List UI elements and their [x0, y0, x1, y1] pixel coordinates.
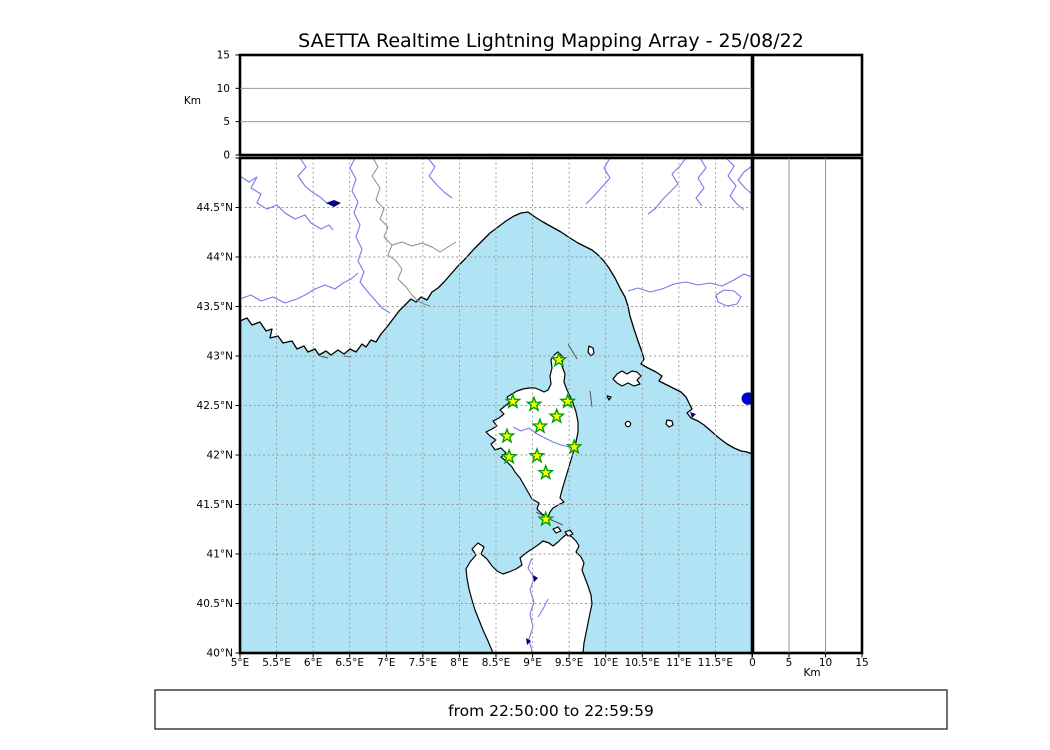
island-corsica [485, 351, 579, 518]
island-elba [612, 370, 642, 387]
altitude-tick-label: 10 [217, 83, 230, 95]
island-maddalena-2 [564, 529, 574, 537]
lake-sardinia-2 [526, 638, 531, 645]
station-marker [565, 438, 583, 455]
altitude-tick-label: 5 [223, 116, 230, 128]
altitude-panel-gridlines [788, 158, 826, 653]
lat-tick-label: 43°N [207, 351, 233, 363]
station-markers [498, 350, 583, 527]
river-corsica-golo [512, 426, 575, 449]
lon-tick-label: 5°E [231, 657, 250, 669]
lon-tick-label: 8°E [450, 657, 469, 669]
lat-tick-label: 42°N [207, 450, 233, 462]
lat-tick-label: 41.5°N [197, 499, 233, 511]
island-capraia [587, 345, 595, 357]
altitude-longitude-panel-frame [238, 53, 754, 157]
station-marker [525, 395, 543, 412]
station-marker [500, 447, 518, 465]
lon-tick-label: 11.5°E [698, 657, 733, 669]
country-border-spur [391, 241, 457, 253]
lat-tick-label: 42.5°N [197, 400, 233, 412]
altitude-tick-label: 15 [855, 657, 868, 669]
lon-tick-label: 11°E [666, 657, 691, 669]
station-marker [531, 417, 549, 434]
lat-tick-label: 40°N [207, 648, 233, 660]
station-marker [550, 350, 568, 368]
altitude-tick-label: 15 [217, 50, 230, 62]
altitude-tick-label: 5 [786, 657, 793, 669]
altitude-tick-label: 10 [819, 657, 832, 669]
lat-tick-label: 43.5°N [197, 301, 233, 313]
river-sardinia [527, 557, 535, 653]
lake-sardinia-1 [533, 575, 538, 582]
station-marker [537, 463, 555, 481]
island-giglio [665, 419, 674, 428]
lat-tick-label: 44°N [207, 252, 233, 264]
line-cap-corse [567, 343, 578, 360]
corner-panel [751, 53, 864, 157]
line-east-corsica [589, 390, 593, 408]
time-range-box: from 22:50:00 to 22:59:59 [154, 689, 948, 730]
altitude-tick-label: 0 [749, 657, 756, 669]
lon-tick-label: 10°E [593, 657, 618, 669]
island-maddalena-1 [552, 526, 562, 534]
lon-tick-label: 8.5°E [482, 657, 511, 669]
time-range-text: from 22:50:00 to 22:59:59 [448, 702, 654, 720]
km-axis-label-bottom: Km [803, 667, 820, 679]
line-bonifacio [535, 511, 564, 526]
map-axis: 5°E 5.5°E 6°E 6.5°E 7°E 7.5°E 8°E 8.5°E 9°E 9.5°E… [197, 157, 753, 669]
lake-dot [741, 392, 752, 405]
map-content [240, 158, 752, 653]
lat-tick-label: 41°N [207, 549, 233, 561]
station-marker [559, 392, 577, 409]
station-marker [537, 510, 555, 527]
altitude-panel-axis: 0 5 10 15 [749, 653, 869, 669]
altitude-latitude-panel: 0 5 10 15 Km [749, 156, 869, 679]
station-marker [528, 446, 546, 464]
lat-tick-label: 40.5°N [197, 598, 233, 610]
altitude-panel-axis: 0 5 10 15 [217, 50, 240, 162]
altitude-panel-gridlines [240, 87, 752, 123]
island-pianosa [606, 395, 612, 401]
lake-dot-layer [741, 392, 752, 405]
lon-tick-label: 10.5°E [625, 657, 660, 669]
lon-tick-label: 5.5°E [262, 657, 291, 669]
lon-tick-label: 6.5°E [335, 657, 364, 669]
station-marker [498, 427, 516, 444]
lon-tick-label: 9°E [523, 657, 542, 669]
lon-tick-label: 6°E [304, 657, 323, 669]
time-range-frame [154, 689, 948, 730]
station-marker [548, 407, 566, 424]
altitude-tick-label: 0 [223, 150, 230, 162]
lake-serre-poncon [326, 200, 341, 207]
island-sardinia [465, 533, 593, 653]
river-sardinia-branch [537, 598, 549, 618]
lagoon-orbetello [690, 412, 696, 418]
map-panel: 5°E 5.5°E 6°E 6.5°E 7°E 7.5°E 8°E 8.5°E 9°E 9.5°E… [197, 156, 754, 669]
coastline-france-italy [240, 211, 752, 455]
lon-tick-label: 7.5°E [409, 657, 438, 669]
altitude-latitude-panel-frame [751, 156, 864, 655]
station-marker [504, 392, 522, 409]
page-title: SAETTA Realtime Lightning Mapping Array … [298, 30, 804, 52]
lon-tick-label: 9.5°E [555, 657, 584, 669]
island-montecristo [624, 420, 632, 428]
lat-tick-label: 44.5°N [197, 202, 233, 214]
lon-tick-label: 7°E [377, 657, 396, 669]
km-axis-label-left: Km [184, 95, 201, 107]
altitude-longitude-panel: 0 5 10 15 Km [184, 50, 754, 162]
